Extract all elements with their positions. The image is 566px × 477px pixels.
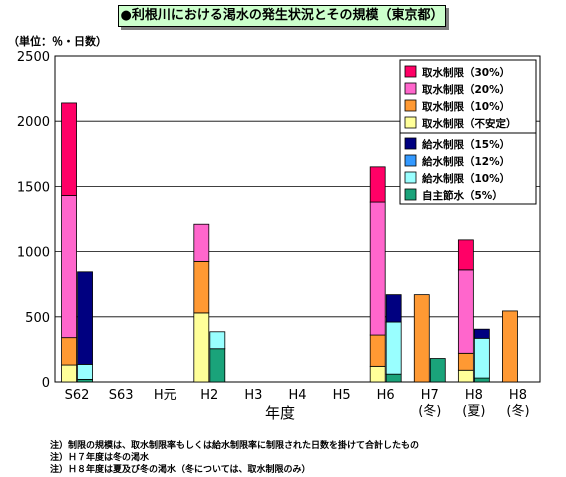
y-tick-label: 0	[42, 376, 50, 391]
bar-segment	[457, 269, 474, 354]
bars-layer	[61, 102, 518, 383]
x-tick-sublabel: (冬)	[506, 403, 529, 419]
legend-label: 給水制限（12%）	[422, 155, 510, 168]
bar-segment	[385, 373, 402, 383]
x-tick-label: H3	[244, 388, 262, 403]
legend-swatch	[404, 65, 417, 78]
bar-segment	[61, 364, 77, 383]
legend-swatch	[404, 116, 417, 129]
x-tick-sublabel: (冬)	[418, 403, 441, 419]
x-axis-title: 年度	[265, 404, 295, 422]
bar-segment	[457, 239, 474, 271]
legend-label: 給水制限（10%）	[422, 172, 510, 185]
legend-layer: 取水制限（30%） 取水制限（20%） 取水制限（10%） 取水制限（不安定） 給水制限…	[399, 59, 537, 205]
bar-segment	[61, 195, 77, 339]
x-tick-label: H元	[154, 388, 177, 403]
bar-segment	[429, 358, 446, 383]
legend-swatch	[404, 99, 417, 112]
bar-segment	[369, 166, 386, 203]
bar-segment	[61, 102, 77, 196]
bar-segment	[473, 328, 490, 339]
bar-segment	[457, 369, 474, 383]
bar-segment	[193, 223, 210, 262]
bar-segment	[77, 271, 93, 365]
x-tick-sublabel: (夏)	[462, 404, 485, 419]
bar-segment	[473, 337, 490, 379]
unit-label: （単位：％・日数）	[8, 35, 107, 48]
y-tick-label: 500	[25, 311, 50, 326]
y-tick-label: 2500	[17, 50, 50, 65]
bar-segment	[61, 337, 77, 366]
bar-segment	[369, 201, 386, 336]
bar-segment	[77, 363, 93, 380]
y-tick-label: 1500	[17, 180, 50, 195]
bar-segment	[413, 294, 430, 383]
legend-label: 取水制限（不安定）	[422, 117, 517, 130]
x-tick-label: H7	[421, 388, 439, 403]
bar-segment	[502, 310, 518, 383]
legend-label: 取水制限（10%）	[422, 100, 510, 113]
legend-label: 自主節水（5%）	[422, 189, 503, 202]
y-tick-label: 2000	[17, 115, 50, 130]
note-1: 注）制限の規模は、取水制限率もしくは給水制限率に制限された日数を掛けて合計したも…	[50, 441, 420, 451]
bar-segment	[473, 377, 490, 383]
chart-title: ●利根川における渇水の発生状況とその規模（東京都）	[120, 8, 444, 23]
legend-label: 取水制限（30%）	[422, 66, 510, 79]
bar-segment	[209, 331, 226, 350]
bar-segment	[193, 260, 210, 314]
note-2: 注）Ｈ７年度は冬の渇水	[50, 453, 150, 463]
legend-swatch	[404, 82, 417, 95]
bar-segment	[385, 294, 402, 323]
legend-box	[399, 59, 537, 205]
bar-segment	[369, 334, 386, 367]
legend-swatch	[404, 137, 417, 150]
legend-label: 給水制限（15%）	[422, 138, 510, 151]
note-3: 注）Ｈ８年度は夏及び冬の渇水（冬については、取水制限のみ）	[50, 465, 311, 475]
legend-swatch	[404, 154, 417, 167]
legend-swatch	[404, 188, 417, 201]
x-tick-label: H2	[200, 388, 218, 403]
x-tick-label: H8	[465, 388, 483, 403]
y-tick-label: 1000	[17, 246, 50, 261]
x-tick-label: H6	[377, 388, 395, 403]
bar-segment	[369, 365, 386, 383]
legend-label: 取水制限（20%）	[422, 83, 510, 96]
bar-segment	[209, 348, 226, 383]
bar-segment	[385, 321, 402, 375]
x-tick-label: H4	[288, 388, 306, 403]
x-tick-label: S63	[109, 388, 134, 403]
axis-layer: 0 500 1000 1500 2000 2500 S62 S63 H元 H2 H3 H4 H5 H6 H7…	[17, 50, 530, 422]
x-tick-label: S62	[65, 388, 90, 403]
legend-swatch	[404, 171, 417, 184]
x-tick-label: H5	[333, 388, 351, 403]
bar-segment	[457, 352, 474, 371]
x-tick-label: H8	[509, 388, 527, 403]
title-box: ●利根川における渇水の発生状況とその規模（東京都）	[118, 5, 446, 27]
bar-segment	[193, 312, 210, 383]
